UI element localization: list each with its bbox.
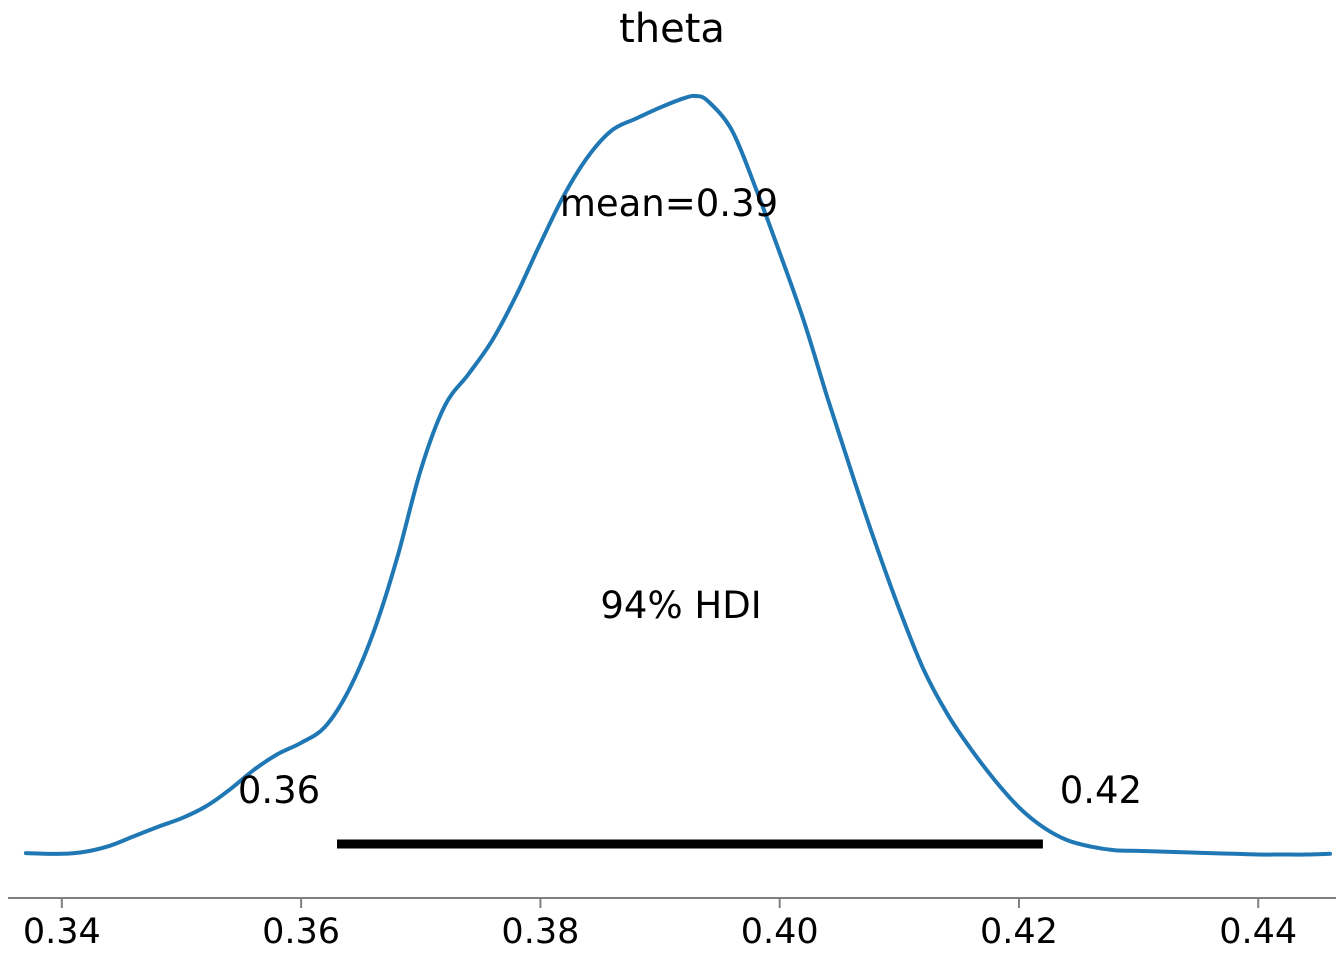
plot-area: mean=0.39 94% HDI 0.36 0.42 bbox=[23, 93, 1332, 857]
x-tick-label: 0.36 bbox=[262, 912, 340, 952]
x-tick-label: 0.34 bbox=[23, 912, 101, 952]
x-tick-label: 0.38 bbox=[501, 912, 579, 952]
x-axis: 0.34 0.36 0.38 0.40 0.42 0.44 bbox=[8, 897, 1336, 952]
x-tick-label: 0.40 bbox=[741, 912, 819, 952]
x-tick-label: 0.44 bbox=[1219, 912, 1297, 952]
density-curve bbox=[23, 93, 1332, 857]
x-ticks: 0.34 0.36 0.38 0.40 0.42 0.44 bbox=[23, 898, 1297, 952]
hdi-label: 94% HDI bbox=[600, 584, 761, 627]
hdi-high-label: 0.42 bbox=[1060, 769, 1142, 812]
hdi-low-label: 0.36 bbox=[238, 769, 320, 812]
mean-label: mean=0.39 bbox=[560, 182, 778, 225]
x-tick-label: 0.42 bbox=[980, 912, 1058, 952]
chart-title: theta bbox=[619, 6, 725, 52]
